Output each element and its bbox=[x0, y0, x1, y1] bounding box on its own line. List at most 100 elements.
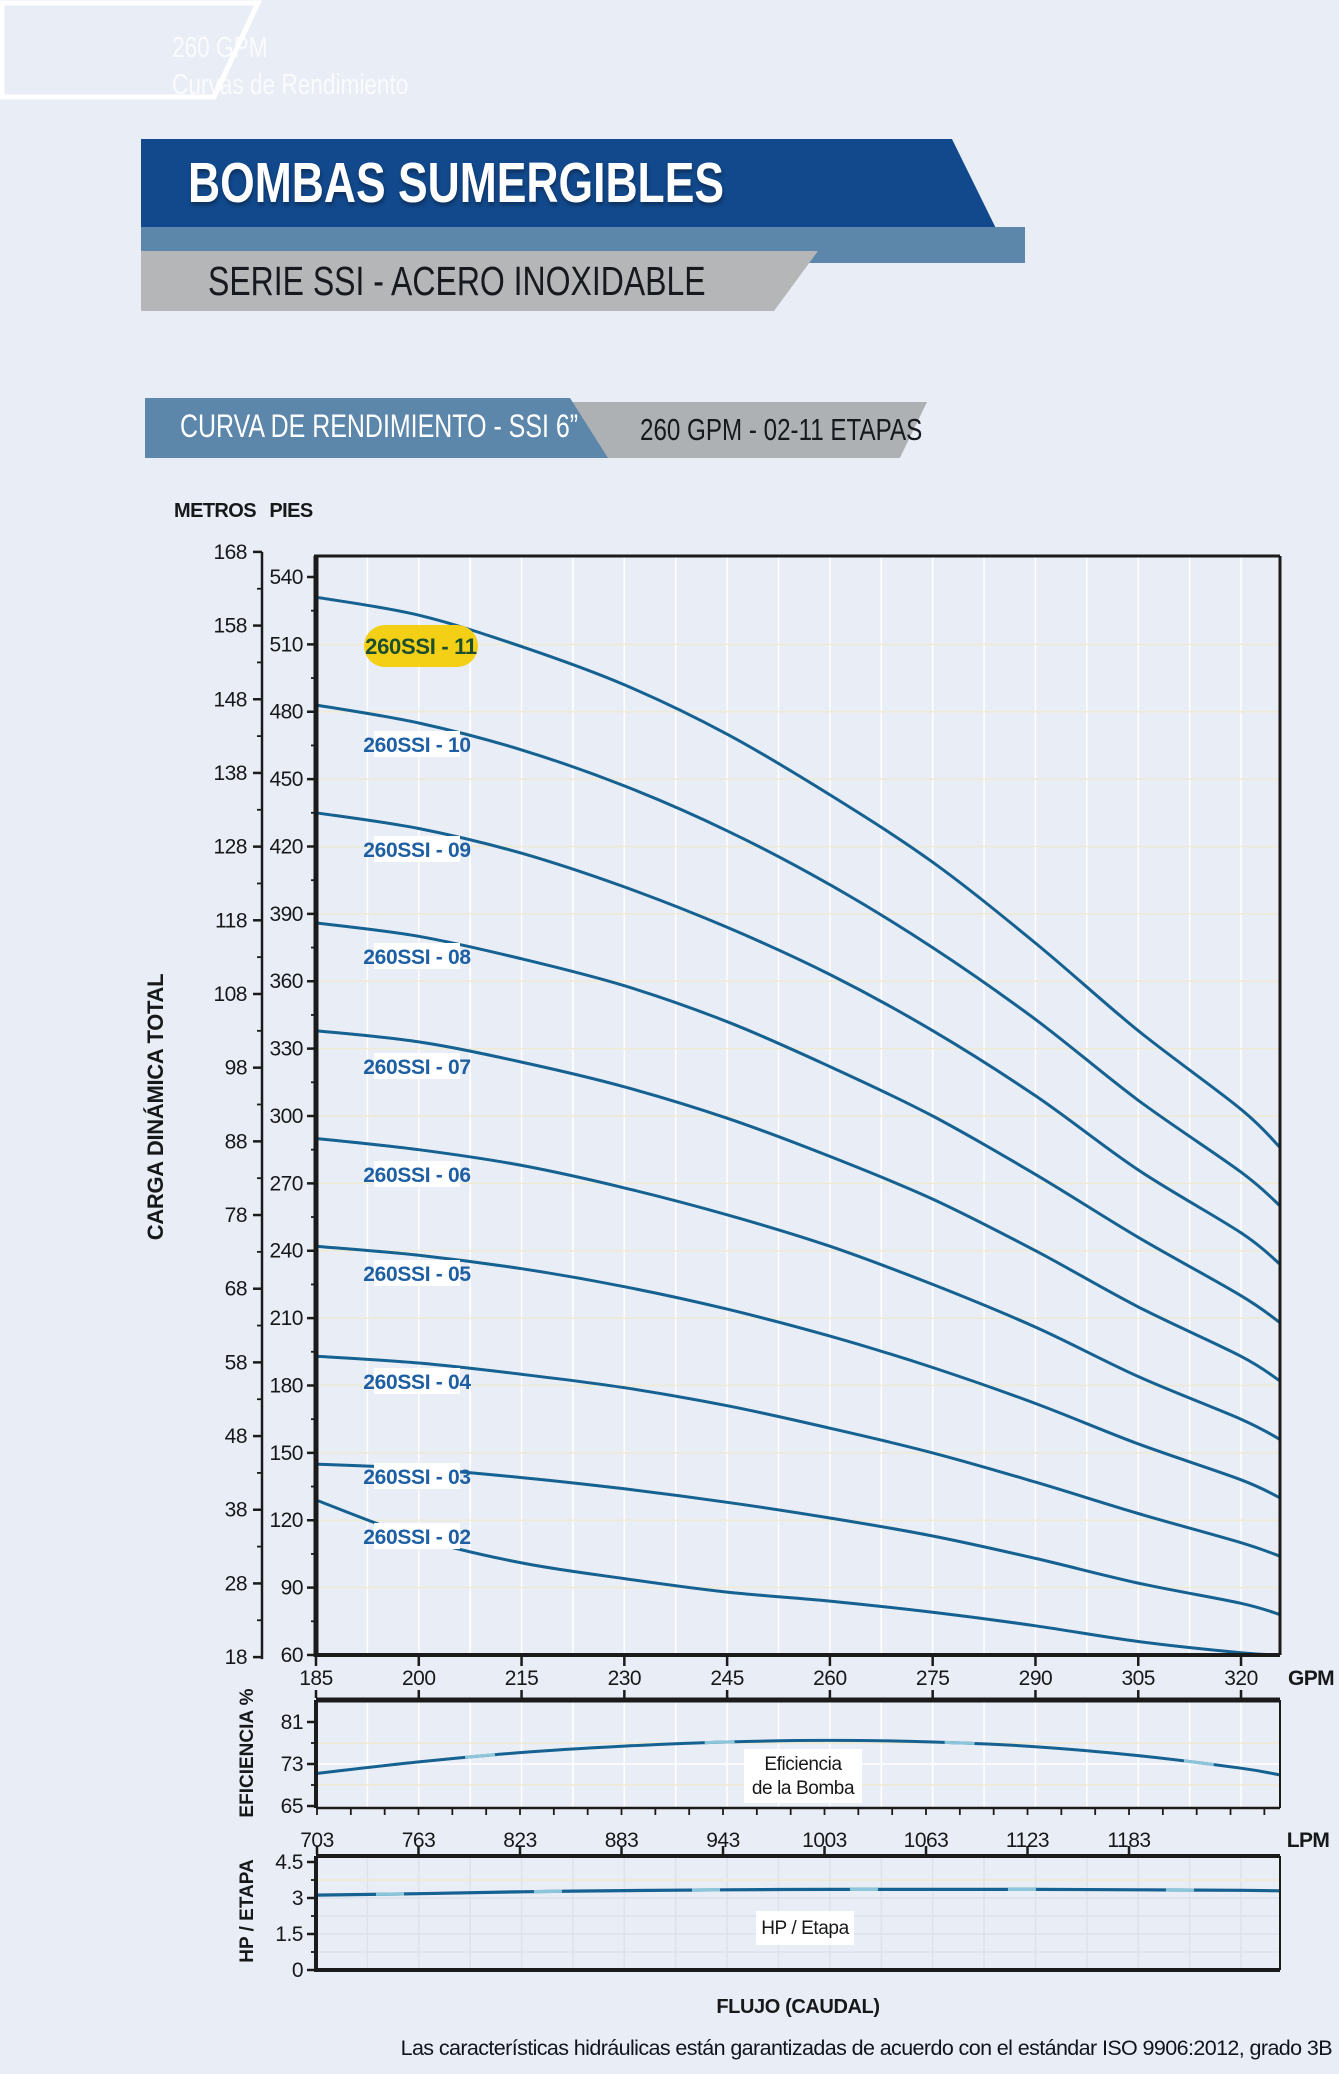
lpm-unit-label: LPM bbox=[1287, 1829, 1330, 1852]
curve-label-box bbox=[374, 1523, 460, 1549]
gpm-tick-label: 230 bbox=[608, 1667, 642, 1690]
pies-tick-label: 60 bbox=[281, 1644, 303, 1667]
head-ylabel: CARGA DINÁMICA TOTAL bbox=[143, 974, 168, 1241]
pies-tick-label: 390 bbox=[269, 903, 303, 926]
metros-tick-label: 28 bbox=[225, 1572, 247, 1595]
metros-tick-label: 48 bbox=[225, 1425, 247, 1448]
curve-label-box bbox=[374, 1463, 460, 1489]
gpm-tick-label: 245 bbox=[710, 1667, 744, 1690]
lpm-tick-label: 943 bbox=[706, 1829, 740, 1852]
pies-tick-label: 360 bbox=[269, 970, 303, 993]
pies-header: PIES bbox=[269, 500, 312, 522]
gpm-tick-label: 200 bbox=[402, 1667, 436, 1690]
efficiency-curve-highlight bbox=[315, 1738, 1281, 1777]
head-curve-260SSI-08 bbox=[315, 921, 1281, 1324]
curve-label: 260SSI - 09 bbox=[363, 839, 471, 862]
hp-annotation-box bbox=[756, 1911, 854, 1945]
curve-label-box bbox=[374, 943, 460, 969]
hp-tick-label: 1.5 bbox=[275, 1923, 303, 1946]
curve-label-box bbox=[374, 1053, 460, 1079]
lpm-tick-label: 703 bbox=[300, 1829, 334, 1852]
head-curve-260SSI-05 bbox=[315, 1244, 1281, 1500]
pies-tick-label: 210 bbox=[269, 1307, 303, 1330]
eff-tick-label: 65 bbox=[281, 1795, 303, 1818]
curve-label-pill bbox=[364, 625, 478, 667]
eff-annotation-box bbox=[744, 1749, 862, 1803]
pies-tick-label: 300 bbox=[269, 1105, 303, 1128]
lpm-tick-label: 1003 bbox=[802, 1829, 847, 1852]
gpm-tick-label: 185 bbox=[299, 1667, 333, 1690]
head-curve-260SSI-09 bbox=[315, 811, 1281, 1266]
lpm-tick-label: 1183 bbox=[1107, 1829, 1150, 1852]
eff-ylabel-group: EFICIENCIA % bbox=[237, 1688, 258, 1817]
gpm-tick-label: 290 bbox=[1019, 1667, 1053, 1690]
section-blue-banner bbox=[145, 398, 608, 458]
section-stage-range: 260 GPM - 02-11 ETAPAS bbox=[640, 412, 923, 447]
hp-ylabel-group: HP / ETAPA bbox=[237, 1859, 258, 1963]
gpm-tick-label: 305 bbox=[1121, 1667, 1155, 1690]
pies-tick-label: 540 bbox=[269, 566, 303, 589]
lpm-tick-label: 763 bbox=[402, 1829, 436, 1852]
hp-tick-label: 3 bbox=[292, 1887, 303, 1910]
curve-label-box bbox=[374, 1368, 460, 1394]
pies-tick-label: 150 bbox=[269, 1442, 303, 1465]
page-title: BOMBAS SUMERGIBLES bbox=[188, 151, 725, 215]
metros-tick-label: 168 bbox=[213, 541, 247, 564]
curve-label: 260SSI - 06 bbox=[363, 1164, 471, 1187]
pies-tick-label: 90 bbox=[281, 1577, 303, 1600]
lpm-tick-label: 883 bbox=[605, 1829, 639, 1852]
page-subtitle: SERIE SSI - ACERO INOXIDABLE bbox=[208, 258, 706, 304]
curve-label: 260SSI - 04 bbox=[363, 1371, 471, 1394]
pies-tick-label: 270 bbox=[269, 1172, 303, 1195]
hp-annotation: HP / Etapa bbox=[761, 1918, 849, 1939]
metros-tick-label: 58 bbox=[225, 1351, 247, 1374]
metros-tick-label: 118 bbox=[215, 909, 247, 932]
eff-ylabel: EFICIENCIA % bbox=[237, 1688, 258, 1817]
metros-tick-label: 108 bbox=[213, 983, 247, 1006]
flow-axis-title: FLUJO (CAUDAL) bbox=[716, 1996, 879, 2018]
hp-tick-label: 0 bbox=[292, 1959, 303, 1982]
curve-label-box bbox=[374, 731, 460, 757]
lpm-tick-label: 1123 bbox=[1006, 1829, 1049, 1852]
pies-tick-label: 120 bbox=[269, 1509, 303, 1532]
metros-tick-label: 78 bbox=[225, 1204, 247, 1227]
metros-tick-label: 158 bbox=[213, 615, 247, 638]
hp-tick-label: 4.5 bbox=[275, 1851, 303, 1874]
curve-label: 260SSI - 08 bbox=[363, 946, 471, 969]
section-title: CURVA DE RENDIMIENTO - SSI 6” bbox=[180, 408, 579, 444]
corner-outline-shape bbox=[0, 0, 262, 100]
lpm-tick-label: 1063 bbox=[904, 1829, 949, 1852]
head-curve-260SSI-11 bbox=[315, 595, 1282, 1149]
gpm-unit-label: GPM bbox=[1288, 1667, 1334, 1690]
hp-curve bbox=[315, 1887, 1281, 1897]
curve-label-highlight: 260SSI - 11 bbox=[365, 634, 477, 659]
eff-annotation-line1: Eficiencia bbox=[764, 1754, 842, 1775]
header-gray-banner bbox=[141, 251, 818, 311]
pies-tick-label: 240 bbox=[269, 1240, 303, 1263]
metros-tick-label: 68 bbox=[225, 1278, 247, 1301]
curve-label: 260SSI - 10 bbox=[363, 734, 471, 757]
section-gray-banner bbox=[560, 402, 927, 458]
metros-tick-label: 98 bbox=[225, 1057, 247, 1080]
pies-tick-label: 180 bbox=[269, 1374, 303, 1397]
curve-label-box bbox=[374, 1260, 460, 1286]
eff-tick-label: 73 bbox=[281, 1753, 303, 1776]
eff-annotation-line2: de la Bomba bbox=[752, 1778, 855, 1799]
metros-tick-label: 18 bbox=[225, 1646, 247, 1669]
metros-tick-label: 38 bbox=[225, 1499, 247, 1522]
metros-tick-label: 148 bbox=[213, 688, 247, 711]
curve-label-box bbox=[374, 1161, 460, 1187]
head-curve-260SSI-06 bbox=[315, 1137, 1281, 1441]
head-curve-260SSI-02 bbox=[315, 1498, 1281, 1657]
watermark-line1: 260 GPM bbox=[172, 32, 268, 64]
eff-tick-label: 81 bbox=[281, 1711, 303, 1734]
hp-ylabel: HP / ETAPA bbox=[237, 1859, 258, 1963]
curve-label-box bbox=[374, 836, 460, 862]
metros-header: METROS bbox=[174, 500, 256, 522]
curve-label: 260SSI - 05 bbox=[363, 1263, 471, 1286]
pies-tick-label: 330 bbox=[269, 1038, 303, 1061]
footer-note: Las características hidráulicas están ga… bbox=[401, 2036, 1333, 2060]
head-curve-260SSI-10 bbox=[315, 703, 1281, 1207]
